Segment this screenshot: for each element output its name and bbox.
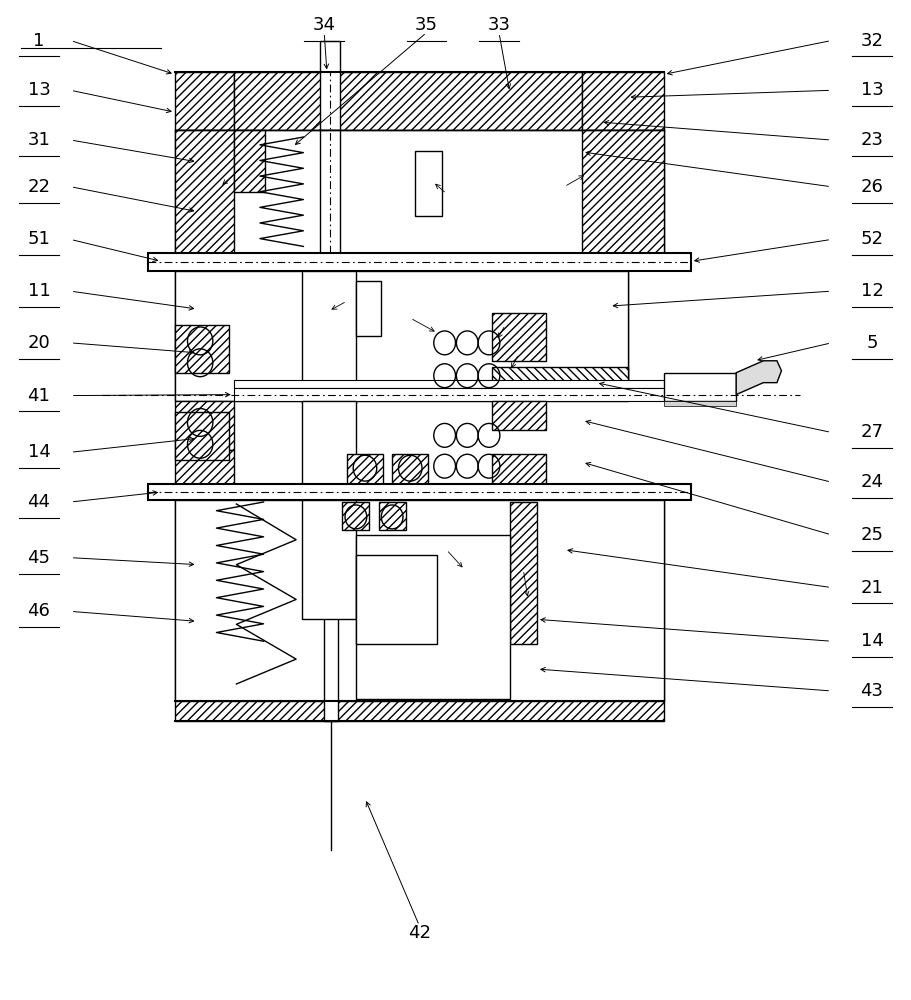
Text: 46: 46	[27, 602, 50, 620]
Text: 23: 23	[861, 131, 884, 149]
Text: 41: 41	[27, 387, 50, 405]
Bar	[492, 313, 546, 361]
Bar	[510, 502, 537, 644]
Text: 14: 14	[27, 443, 50, 461]
Text: 25: 25	[861, 526, 884, 544]
Text: 21: 21	[861, 579, 884, 597]
Bar	[148, 484, 691, 500]
Bar	[175, 500, 233, 701]
Text: 22: 22	[27, 178, 50, 196]
Text: 44: 44	[27, 493, 50, 511]
Text: 13: 13	[861, 81, 884, 99]
Bar	[175, 401, 233, 450]
Bar	[320, 41, 340, 130]
Text: 24: 24	[861, 473, 884, 491]
Bar	[415, 151, 442, 216]
Bar	[347, 454, 383, 484]
Bar	[324, 500, 338, 721]
Text: 45: 45	[27, 549, 50, 567]
Bar	[233, 388, 669, 401]
Bar	[356, 555, 437, 644]
Bar	[233, 380, 669, 388]
Bar	[175, 271, 628, 401]
Text: 27: 27	[861, 423, 884, 441]
Text: 1: 1	[34, 32, 45, 50]
Bar	[664, 373, 736, 401]
Bar	[546, 271, 628, 383]
Text: 42: 42	[408, 924, 431, 942]
Bar	[175, 412, 230, 460]
Bar	[320, 130, 340, 253]
Text: 26: 26	[861, 178, 884, 196]
Text: 14: 14	[861, 632, 884, 650]
Text: 32: 32	[861, 32, 884, 50]
Text: 12: 12	[861, 282, 884, 300]
Polygon shape	[736, 361, 782, 395]
Bar	[302, 401, 356, 484]
Bar	[302, 271, 356, 403]
Bar	[356, 535, 510, 699]
Text: 20: 20	[27, 334, 50, 352]
Bar	[492, 454, 546, 484]
Bar	[233, 72, 324, 130]
Text: 5: 5	[866, 334, 878, 352]
Bar	[302, 500, 356, 619]
Text: 51: 51	[27, 230, 50, 248]
Bar	[148, 253, 691, 271]
Bar	[492, 367, 628, 387]
Bar	[379, 502, 405, 530]
Bar	[392, 454, 428, 484]
Text: 43: 43	[861, 682, 884, 700]
Text: 31: 31	[27, 131, 50, 149]
Bar	[175, 271, 233, 401]
Text: 33: 33	[487, 16, 510, 34]
Bar	[175, 72, 233, 130]
Bar	[664, 401, 736, 406]
Bar	[175, 325, 230, 373]
Bar	[233, 130, 265, 192]
Bar	[175, 130, 233, 253]
Bar	[175, 450, 233, 484]
Text: 52: 52	[861, 230, 884, 248]
Bar	[492, 401, 546, 430]
Bar	[343, 502, 370, 530]
Bar	[356, 281, 382, 336]
Text: 13: 13	[27, 81, 50, 99]
Bar	[175, 130, 664, 253]
Bar	[175, 701, 664, 721]
Text: 11: 11	[27, 282, 50, 300]
Text: 35: 35	[415, 16, 438, 34]
Text: 34: 34	[312, 16, 336, 34]
Bar	[537, 500, 664, 701]
Bar	[338, 72, 582, 130]
Bar	[175, 500, 664, 701]
Bar	[582, 130, 664, 253]
Bar	[582, 72, 664, 130]
